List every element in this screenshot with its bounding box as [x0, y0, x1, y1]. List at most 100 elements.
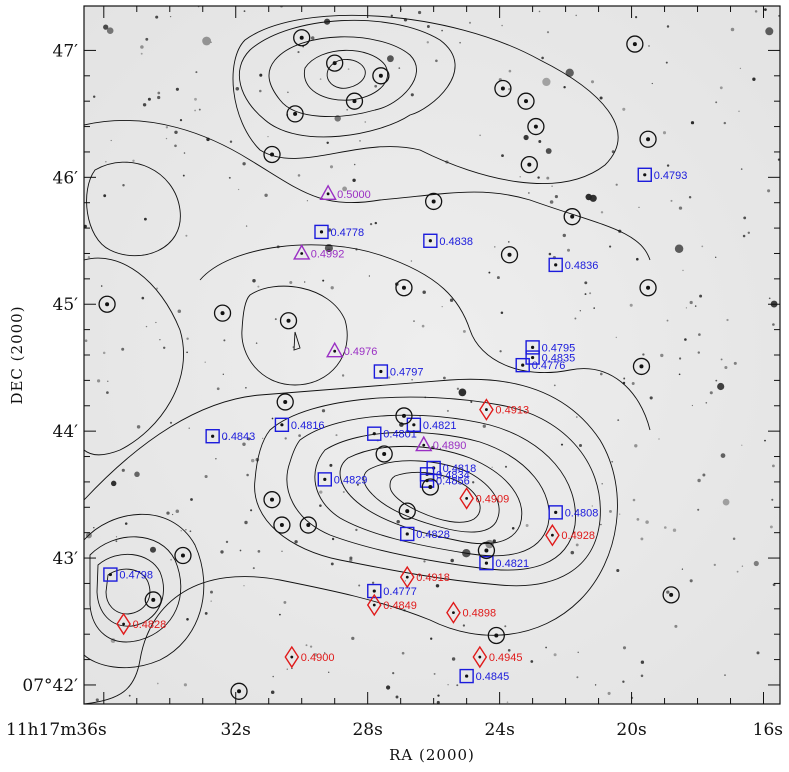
background-star	[281, 550, 283, 552]
circle-marker	[263, 491, 281, 509]
background-star	[410, 93, 414, 97]
background-star	[682, 269, 684, 272]
background-star	[145, 37, 149, 41]
background-star	[772, 583, 776, 587]
background-star	[666, 164, 670, 167]
background-star	[309, 645, 313, 648]
background-star	[165, 126, 169, 129]
background-star	[136, 425, 141, 429]
contour-line	[241, 285, 348, 386]
background-star	[183, 683, 187, 687]
background-star	[446, 409, 449, 412]
background-star	[359, 140, 361, 142]
background-star	[715, 379, 718, 382]
background-star	[666, 319, 669, 322]
background-star	[247, 437, 251, 441]
background-star	[106, 27, 114, 34]
background-star	[222, 373, 224, 375]
galaxy-core	[500, 86, 505, 91]
background-star	[353, 163, 356, 166]
background-star	[188, 427, 190, 429]
background-star	[468, 21, 472, 24]
circle-marker	[639, 130, 657, 148]
background-star	[640, 537, 644, 541]
background-star	[717, 382, 725, 391]
square-marker	[367, 426, 382, 441]
background-star	[385, 685, 391, 690]
background-star	[456, 387, 460, 390]
background-star	[410, 260, 413, 262]
background-star	[685, 307, 688, 309]
background-star	[369, 222, 373, 226]
background-star	[204, 361, 206, 363]
background-star	[719, 86, 723, 90]
galaxy-core	[378, 73, 383, 78]
background-star	[342, 186, 348, 192]
diamond-marker	[284, 645, 300, 669]
galaxy-core	[401, 285, 406, 290]
contour-line	[389, 471, 481, 523]
background-star	[698, 333, 701, 336]
background-star	[634, 444, 638, 448]
background-star	[562, 233, 566, 238]
background-star	[292, 346, 294, 348]
background-star	[242, 162, 246, 166]
background-star	[599, 372, 603, 376]
background-star	[553, 653, 557, 657]
axis-ticks	[84, 6, 780, 704]
background-star	[115, 536, 118, 538]
background-star	[694, 305, 697, 307]
galaxy-core	[494, 633, 499, 638]
background-star	[284, 437, 287, 440]
square-marker	[274, 417, 290, 432]
diamond-marker	[366, 593, 382, 617]
background-star	[291, 667, 293, 670]
background-star	[374, 221, 378, 225]
circle-marker	[286, 105, 304, 123]
redshift-label: 0.4890	[433, 440, 467, 452]
background-star	[456, 684, 459, 687]
galaxy-core	[379, 369, 383, 374]
background-star	[609, 509, 612, 513]
redshift-label: 0.4992	[311, 248, 345, 260]
background-star	[166, 511, 170, 515]
background-star	[319, 504, 322, 507]
contour-line	[268, 36, 417, 117]
background-star	[194, 97, 197, 101]
background-star	[663, 526, 667, 529]
background-star	[155, 321, 157, 324]
background-star	[435, 59, 438, 63]
redshift-label: 0.4793	[654, 170, 688, 182]
background-star	[102, 351, 106, 355]
contour-line	[293, 331, 301, 351]
y-tick-label: 44′	[53, 422, 79, 442]
background-star	[286, 668, 289, 670]
galaxy-core	[531, 345, 535, 349]
background-star	[681, 568, 684, 570]
contour-line	[84, 120, 651, 261]
background-star	[142, 103, 147, 107]
circle-marker	[395, 407, 413, 425]
background-star	[491, 466, 493, 469]
background-star	[352, 178, 356, 183]
y-tick-label: 46′	[53, 168, 79, 188]
circle-marker	[477, 541, 496, 560]
background-star	[594, 684, 597, 686]
background-star	[289, 280, 293, 285]
square-marker	[103, 567, 118, 582]
background-star	[689, 300, 693, 305]
background-star	[458, 388, 467, 397]
circle-marker	[144, 591, 162, 609]
background-star	[575, 416, 578, 418]
background-star	[753, 560, 759, 567]
background-star	[210, 41, 212, 44]
background-star	[330, 286, 334, 290]
background-star	[252, 279, 256, 283]
galaxy-core	[485, 408, 488, 411]
background-star	[287, 91, 289, 94]
galaxy-core	[431, 199, 436, 204]
square-marker	[479, 555, 494, 571]
redshift-label: 0.4835	[542, 353, 576, 365]
background-star	[551, 185, 553, 188]
contour-line	[232, 14, 619, 184]
